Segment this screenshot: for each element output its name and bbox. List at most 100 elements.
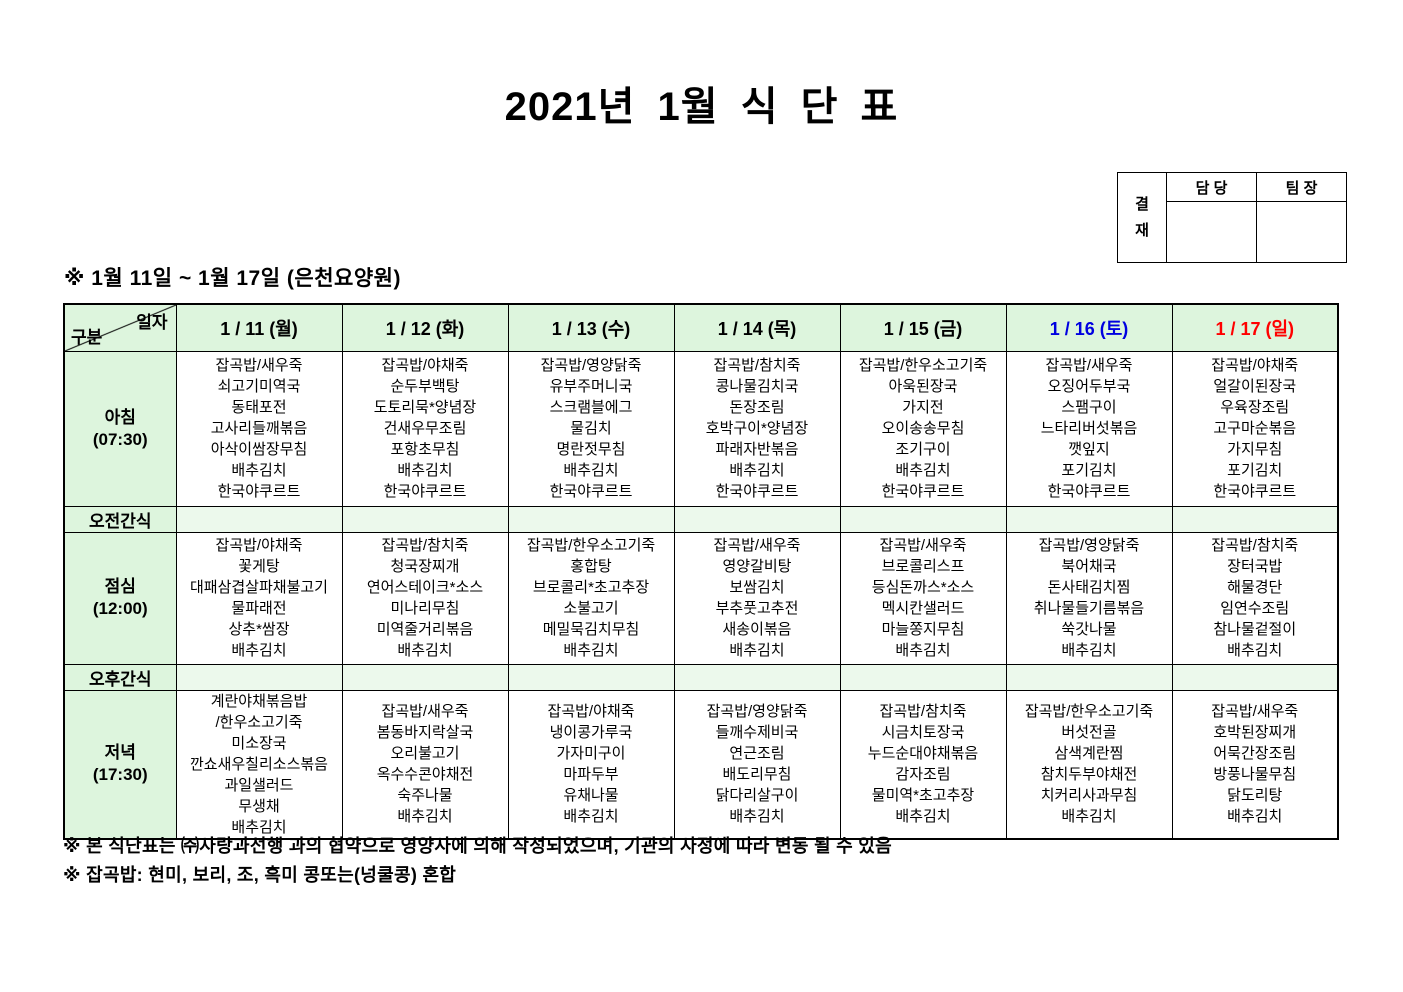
menu-item: 오이송송무침 [881, 420, 965, 437]
menu-cell: 잡곡밥/새우죽 브로콜리스프 등심돈까스*소스 멕시칸샐러드 마늘쫑지무침 배추김치 [839, 531, 1007, 665]
menu-cell: 잡곡밥/영양닭죽 북어채국 돈사태김치찜 취나물들기름볶음 쑥갓나물 배추김치 [1005, 531, 1173, 665]
menu-item: 잡곡밥/영양닭죽 [1038, 537, 1140, 554]
menu-item: 호박구이*양념장 [705, 420, 809, 437]
menu-item: 브로콜리스프 [881, 558, 965, 575]
menu-item: 꽃게탕 [238, 558, 280, 575]
approval-col-timjang: 팀 장 [1256, 172, 1347, 202]
menu-item: 포항초무침 [390, 441, 460, 458]
footer-note-line: ※ 본 식단표는 ㈜사랑과선행 과의 협약으로 영양사에 의해 작성되었으며, … [63, 836, 893, 856]
menu-item: 배추김치 [397, 462, 453, 479]
menu-item: 배추김치 [563, 808, 619, 825]
menu-item: 오징어두부국 [1047, 378, 1131, 395]
menu-item: 닭다리살구이 [715, 787, 799, 804]
menu-item: 느타리버섯볶음 [1040, 420, 1138, 437]
meal-name: 점심 [104, 577, 136, 596]
menu-item: 잡곡밥/야채죽 [547, 703, 635, 720]
menu-item: 건새우무조림 [383, 420, 467, 437]
menu-item: 조기구이 [895, 441, 951, 458]
menu-item: 배추김치 [895, 642, 951, 659]
menu-item: 잡곡밥/새우죽 [1211, 703, 1299, 720]
menu-item: 오리불고기 [390, 745, 460, 762]
menu-item: 배추김치 [729, 462, 785, 479]
menu-item: 참치두부야채전 [1040, 766, 1138, 783]
snack-cell [839, 663, 1007, 691]
menu-item: 한국야쿠르트 [383, 483, 467, 500]
menu-item: 배추김치 [397, 808, 453, 825]
menu-item: 잡곡밥/야채죽 [1211, 357, 1299, 374]
snack-cell [673, 505, 841, 533]
menu-item: 멕시칸샐러드 [881, 600, 965, 617]
menu-item: 숙주나물 [397, 787, 453, 804]
menu-item: 순두부백탕 [390, 378, 460, 395]
approval-stamp-label: 결 재 [1117, 172, 1167, 263]
menu-cell: 잡곡밥/영양닭죽 들깨수제비국 연근조림 배도리무침 닭다리살구이 배추김치 [673, 689, 841, 839]
menu-item: 동태포전 [231, 399, 287, 416]
menu-item: 감자조림 [895, 766, 951, 783]
snack-cell [839, 505, 1007, 533]
menu-item: 고구마순볶음 [1213, 420, 1297, 437]
approval-table: 결 재 담 당 팀 장 [1117, 172, 1347, 263]
menu-item: 물김치 [570, 420, 612, 437]
menu-item: 깐쇼새우칠리소스볶음 [189, 755, 328, 773]
menu-item: 스크램블에그 [549, 399, 633, 416]
day-header-cell: 1 / 14 (목) [673, 303, 841, 352]
menu-item: 물미역*초고추장 [871, 787, 975, 804]
menu-item: 홍합탕 [570, 558, 612, 575]
menu-item: 한국야쿠르트 [549, 483, 633, 500]
menu-item: 배추김치 [397, 642, 453, 659]
menu-item: 누드순대야채볶음 [867, 745, 979, 762]
menu-item: 시금치토장국 [881, 724, 965, 741]
menu-item: 상추*쌈장 [228, 621, 290, 638]
menu-cell: 잡곡밥/참치죽 장터국밥 해물경단 임연수조림 참나물겉절이 배추김치 [1171, 531, 1339, 665]
menu-item: 스팸구이 [1061, 399, 1117, 416]
menu-item: 장터국밥 [1227, 558, 1283, 575]
week-range-subtitle: ※ 1월 11일 ~ 1월 17일 (은천요양원) [64, 267, 401, 290]
menu-item: 배추김치 [1061, 808, 1117, 825]
menu-item: 가자미구이 [556, 745, 626, 762]
menu-item: 버섯전골 [1061, 724, 1117, 741]
menu-item: 연근조림 [729, 745, 785, 762]
menu-item: 마늘쫑지무침 [881, 621, 965, 638]
menu-item: 잡곡밥/새우죽 [381, 703, 469, 720]
menu-cell: 잡곡밥/야채죽 꽃게탕 대패삼겹살파채불고기 물파래전 상추*쌈장 배추김치 [175, 531, 343, 665]
corner-category-label: 구분 [71, 327, 103, 347]
menu-item: 무생채 [238, 797, 280, 815]
meal-time: (12:00) [92, 599, 148, 618]
menu-item: 마파두부 [563, 766, 619, 783]
row-label-아침: 아침 (07:30) [63, 350, 177, 507]
snack-cell [507, 663, 675, 691]
meal-name: 아침 [104, 407, 136, 427]
snack-cell [1005, 505, 1173, 533]
menu-item: 잡곡밥/한우소고기죽 [526, 537, 656, 554]
snack-cell [1171, 505, 1339, 533]
day-header-cell: 1 / 12 (화) [341, 303, 509, 352]
menu-item: 한국야쿠르트 [1213, 483, 1297, 500]
menu-item: 배추김치 [895, 462, 951, 479]
menu-cell: 잡곡밥/새우죽 봄동바지락살국 오리불고기 옥수수콘야채전 숙주나물 배추김치 [341, 689, 509, 839]
approval-stamp-char-2: 재 [1135, 221, 1149, 239]
snack-cell [1005, 663, 1173, 691]
menu-item: 배추김치 [1227, 808, 1283, 825]
menu-item: 배추김치 [729, 642, 785, 659]
menu-item: 취나물들기름볶음 [1033, 600, 1145, 617]
menu-item: 배추김치 [563, 642, 619, 659]
menu-cell: 잡곡밥/한우소고기죽 버섯전골 삼색계란찜 참치두부야채전 치커리사과무침 배추김치 [1005, 689, 1173, 839]
snack-cell [175, 505, 343, 533]
menu-item: 참나물겉절이 [1213, 621, 1297, 638]
menu-cell: 계란야채볶음밥/한우소고기죽 미소장국 깐쇼새우칠리소스볶음 과일샐러드 무생채 배추김치 [175, 689, 343, 839]
day-header-cell: 1 / 11 (월) [175, 303, 343, 352]
menu-item: 잡곡밥/참치죽 [1211, 537, 1299, 554]
menu-item: 임연수조림 [1220, 600, 1290, 617]
menu-item: 미역줄거리볶음 [376, 621, 474, 638]
meal-name: 저녁 [104, 743, 136, 762]
menu-cell: 잡곡밥/한우소고기죽 홍합탕 브로콜리*초고추장 소불고기 메밀묵김치무침 배추김치 [507, 531, 675, 665]
menu-cell: 잡곡밥/영양닭죽 유부주머니국 스크램블에그 물김치 명란젓무침 배추김치 한국야쿠르트 [507, 350, 675, 507]
menu-item: 도토리묵*양념장 [373, 399, 477, 416]
menu-item: 방풍나물무침 [1213, 766, 1297, 783]
footer-note-line: ※ 잡곡밥: 현미, 보리, 조, 흑미 콩또는(넝쿨콩) 혼합 [63, 865, 457, 885]
approval-sign-cell-damdang [1166, 201, 1257, 263]
menu-item: 잡곡밥/야채죽 [215, 537, 303, 554]
day-header-cell: 1 / 17 (일) [1171, 303, 1339, 352]
menu-cell: 잡곡밥/야채죽 얼갈이된장국 우육장조림 고구마순볶음 가지무침 포기김치 한국야쿠르트 [1171, 350, 1339, 507]
menu-item: 배도리무침 [722, 766, 792, 783]
